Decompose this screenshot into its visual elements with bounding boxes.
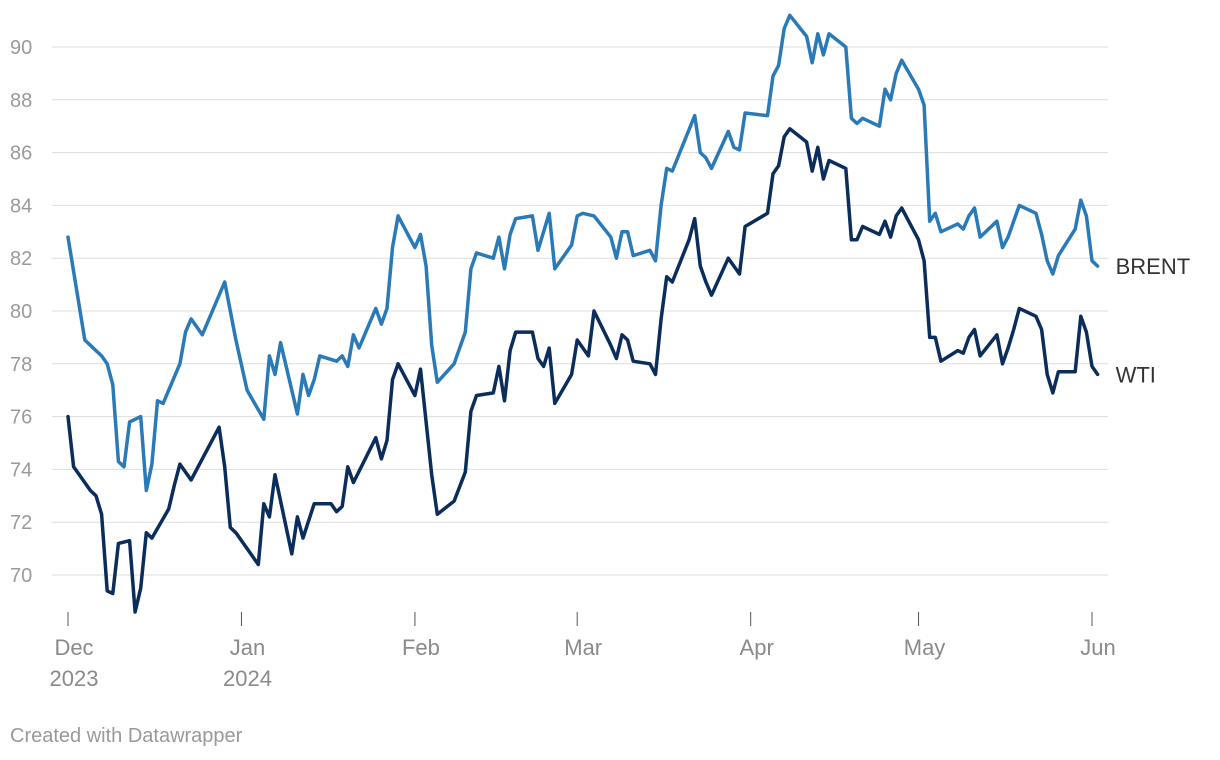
y-tick-label: 86	[10, 143, 32, 165]
y-tick-label: 72	[10, 512, 32, 534]
y-axis-ticks: 70 72 74 76 78 80 82 84 86 88 90	[10, 37, 32, 587]
x-tick-label: Feb	[402, 635, 440, 660]
y-tick-label: 76	[10, 407, 32, 429]
x-tick-label: Mar	[564, 635, 602, 660]
x-tick-label: Apr	[740, 635, 774, 660]
x-tick-label: Jun	[1080, 635, 1115, 660]
series-label-wti: WTI	[1116, 362, 1156, 387]
y-tick-label: 80	[10, 301, 32, 323]
x-tick-sublabel: 2023	[50, 666, 99, 691]
series-line-wti	[66, 127, 1100, 614]
y-tick-label: 88	[10, 90, 32, 112]
series-lines	[66, 13, 1100, 614]
series-label-brent: BRENT	[1116, 254, 1191, 279]
y-tick-label: 82	[10, 248, 32, 270]
y-tick-label: 84	[10, 195, 32, 217]
x-axis-ticks: Dec 2023 Jan 2024 Feb Mar Apr May Jun	[50, 612, 1116, 691]
x-tick-label: May	[904, 635, 946, 660]
series-labels: BRENT WTI	[1116, 254, 1191, 387]
x-tick-label: Jan	[230, 635, 265, 660]
y-tick-label: 78	[10, 354, 32, 376]
datawrapper-credit: Created with Datawrapper	[10, 725, 243, 747]
series-line-brent	[66, 13, 1100, 493]
y-tick-label: 90	[10, 37, 32, 59]
gridlines	[52, 46, 1108, 576]
x-tick-sublabel: 2024	[223, 666, 272, 691]
x-tick-label: Dec	[54, 635, 93, 660]
y-tick-label: 70	[10, 565, 32, 587]
y-tick-label: 74	[10, 459, 32, 481]
